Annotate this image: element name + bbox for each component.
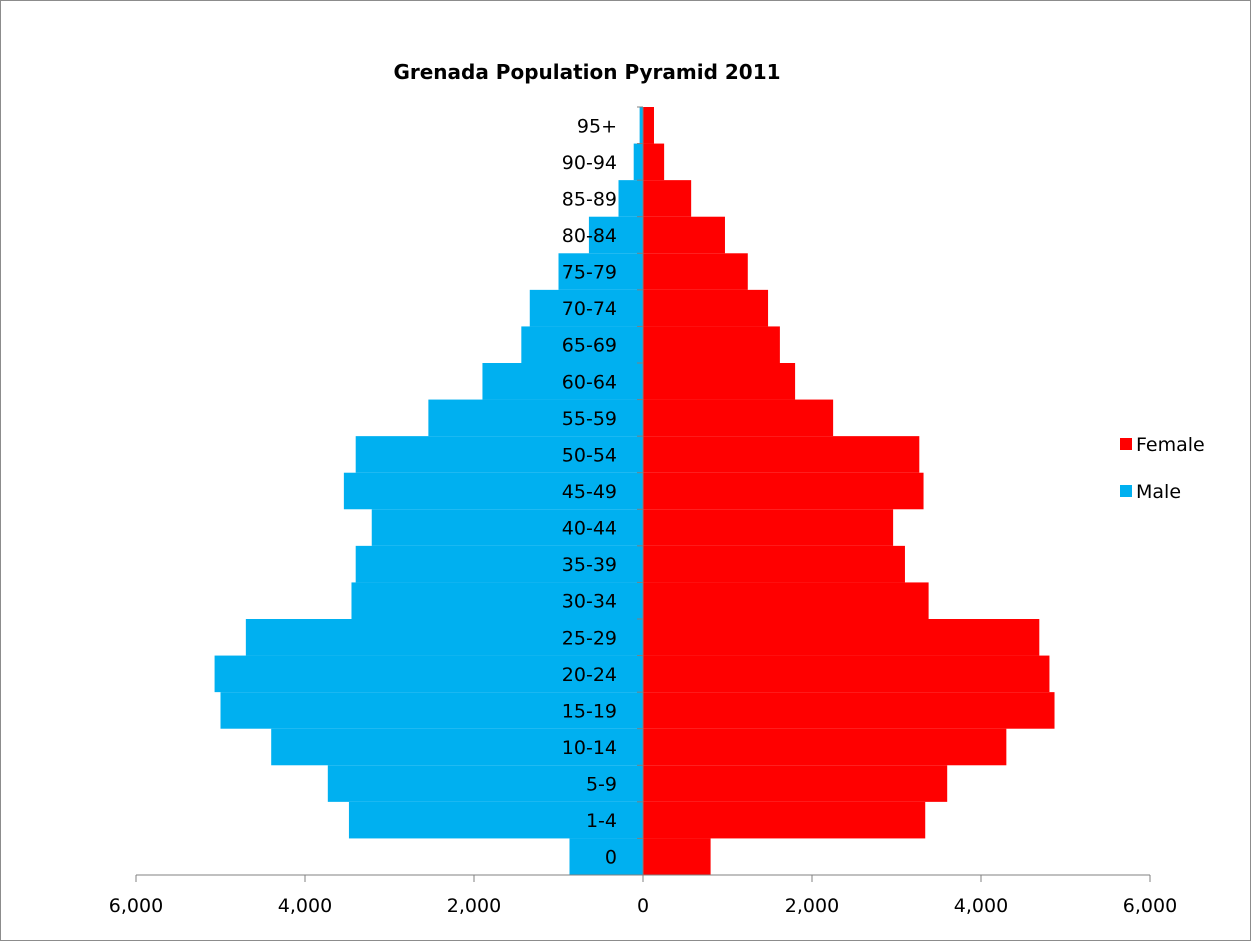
female-bar-0	[643, 838, 711, 875]
female-bar-45-49	[643, 472, 924, 510]
male-bar-70-74	[529, 289, 643, 327]
female-bar-55-59	[643, 399, 834, 437]
male-bar-45-49	[343, 472, 643, 510]
category-label-60-64: 60-64	[562, 371, 617, 393]
category-label-1-4: 1-4	[586, 810, 617, 832]
category-label-0: 0	[605, 847, 617, 869]
legend-label-male: Male	[1136, 481, 1181, 503]
x-tick-label: 4,000	[954, 895, 1008, 917]
male-bar-55-59	[428, 399, 643, 437]
female-bar-35-39	[643, 545, 905, 583]
category-label-15-19: 15-19	[562, 700, 617, 722]
legend-swatch-female	[1120, 438, 1132, 450]
category-label-55-59: 55-59	[562, 408, 617, 430]
female-bar-25-29	[643, 619, 1040, 656]
category-labels: 0 1-4 5-9 10-14 15-19 20-24 25-29 30-34 35-39 40-…	[562, 115, 617, 868]
category-label-90-94: 90-94	[562, 152, 617, 174]
bars-group	[214, 107, 1055, 875]
x-tick-label: 0	[637, 895, 649, 917]
x-tick-label: 6,000	[109, 895, 163, 917]
female-bar-15-19	[643, 692, 1055, 729]
female-bar-10-14	[643, 728, 1007, 766]
category-label-50-54: 50-54	[562, 444, 617, 466]
female-bar-85-89	[643, 180, 692, 217]
category-label-95+: 95+	[577, 115, 617, 137]
x-tick-label: 6,000	[1123, 895, 1177, 917]
male-bar-15-19	[220, 692, 643, 729]
male-bar-50-54	[355, 436, 643, 473]
chart-title: Grenada Population Pyramid 2011	[393, 60, 780, 84]
category-label-35-39: 35-39	[562, 554, 617, 576]
male-bar-25-29	[245, 619, 643, 656]
male-bar-30-34	[351, 582, 643, 619]
female-bar-75-79	[643, 253, 748, 290]
female-bar-5-9	[643, 765, 948, 802]
category-label-85-89: 85-89	[562, 188, 617, 210]
category-label-70-74: 70-74	[562, 298, 617, 320]
female-bar-40-44	[643, 509, 894, 546]
male-bar-60-64	[482, 363, 643, 400]
female-bar-80-84	[643, 216, 725, 254]
male-bar-40-44	[371, 509, 643, 546]
male-bar-65-69	[521, 326, 643, 363]
male-bar-5-9	[327, 765, 643, 802]
male-bar-75-79	[558, 253, 643, 290]
male-bar-80-84	[588, 216, 643, 254]
category-label-65-69: 65-69	[562, 335, 617, 357]
category-label-40-44: 40-44	[562, 518, 617, 540]
female-bar-65-69	[643, 326, 780, 363]
category-label-5-9: 5-9	[586, 774, 617, 796]
category-label-20-24: 20-24	[562, 664, 617, 686]
female-bar-90-94	[643, 143, 665, 181]
female-bar-1-4	[643, 801, 926, 839]
female-bar-60-64	[643, 363, 796, 400]
male-bar-35-39	[355, 545, 643, 583]
male-bar-10-14	[271, 728, 643, 766]
female-bar-20-24	[643, 655, 1050, 693]
legend-swatch-male	[1120, 485, 1132, 497]
legend: Female Male	[1120, 434, 1205, 503]
category-label-75-79: 75-79	[562, 262, 617, 284]
male-bar-20-24	[214, 655, 643, 693]
x-tick-label: 4,000	[278, 895, 332, 917]
legend-label-female: Female	[1136, 434, 1205, 456]
category-label-45-49: 45-49	[562, 481, 617, 503]
female-bar-30-34	[643, 582, 929, 619]
category-label-10-14: 10-14	[562, 737, 617, 759]
x-axis: 6,000 4,000 2,000 0 2,000 4,000 6,000	[109, 106, 1177, 917]
x-tick-label: 2,000	[447, 895, 501, 917]
male-bar-1-4	[348, 801, 643, 839]
male-bar-95+	[639, 107, 643, 144]
male-bar-0	[569, 838, 643, 875]
category-label-80-84: 80-84	[562, 225, 617, 247]
x-tick-label: 2,000	[785, 895, 839, 917]
female-bar-70-74	[643, 289, 769, 327]
male-bar-90-94	[633, 143, 643, 181]
category-label-25-29: 25-29	[562, 627, 617, 649]
female-bar-50-54	[643, 436, 920, 473]
male-bar-85-89	[618, 180, 643, 217]
female-bar-95+	[643, 107, 654, 144]
category-label-30-34: 30-34	[562, 591, 617, 613]
